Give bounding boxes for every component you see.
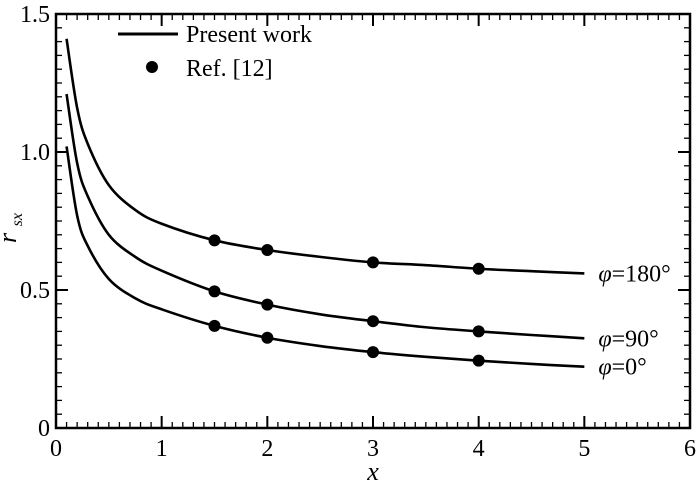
series-label-value: =180° [612,261,671,287]
series-label-value: =0° [612,355,647,381]
reference-point [472,262,485,275]
series-label-symbol: φ [598,355,611,381]
reference-points [208,234,485,367]
reference-point [472,354,485,367]
series-label: φ=0° [598,355,646,381]
y-axis-label-sub: sx [9,213,26,226]
reference-point [472,325,485,338]
reference-point [261,331,274,344]
reference-point [367,315,379,328]
series-label-symbol: φ [598,261,611,287]
reference-point [261,298,274,311]
series-line [65,38,585,275]
y-axis-label-main: r [0,232,22,243]
series-label: φ=90° [598,326,658,352]
series-label-value: =90° [612,326,659,352]
y-axis-label: r sx [0,213,26,243]
y-tick-labels: 0 0.5 1.0 1.5 [20,2,50,442]
legend-label-ref: Ref. [12] [186,56,273,82]
x-tick-labels: 0 1 2 3 4 5 6 [50,436,696,462]
reference-point [367,346,379,359]
x-tick-label: 1 [156,436,168,462]
legend: Present work Ref. [12] [118,22,312,82]
legend-dot-swatch [146,61,158,73]
x-tick-label: 2 [261,436,273,462]
series-label: φ=180° [598,261,670,287]
y-tick-label: 1.5 [20,2,50,28]
reference-point [367,256,379,269]
plot-frame [54,12,692,430]
y-tick-label: 0 [38,416,50,442]
x-tick-label: 0 [50,436,62,462]
reference-point [208,234,221,247]
y-tick-label: 0.5 [20,278,50,304]
x-tick-label: 3 [367,436,379,462]
axis-ticks [56,14,690,428]
legend-label-present: Present work [186,22,312,48]
series-lines [65,38,585,369]
x-tick-label: 4 [473,436,485,462]
reference-point [208,319,221,332]
reference-point [261,243,274,256]
series-label-symbol: φ [598,326,611,352]
svg-text:r sx: r sx [0,213,26,243]
x-tick-label: 6 [684,436,696,462]
y-tick-label: 1.0 [20,140,50,166]
x-tick-label: 5 [578,436,590,462]
x-axis-label: x [366,457,379,485]
series-labels: φ=180°φ=90°φ=0° [598,261,670,380]
reference-point [208,285,221,298]
